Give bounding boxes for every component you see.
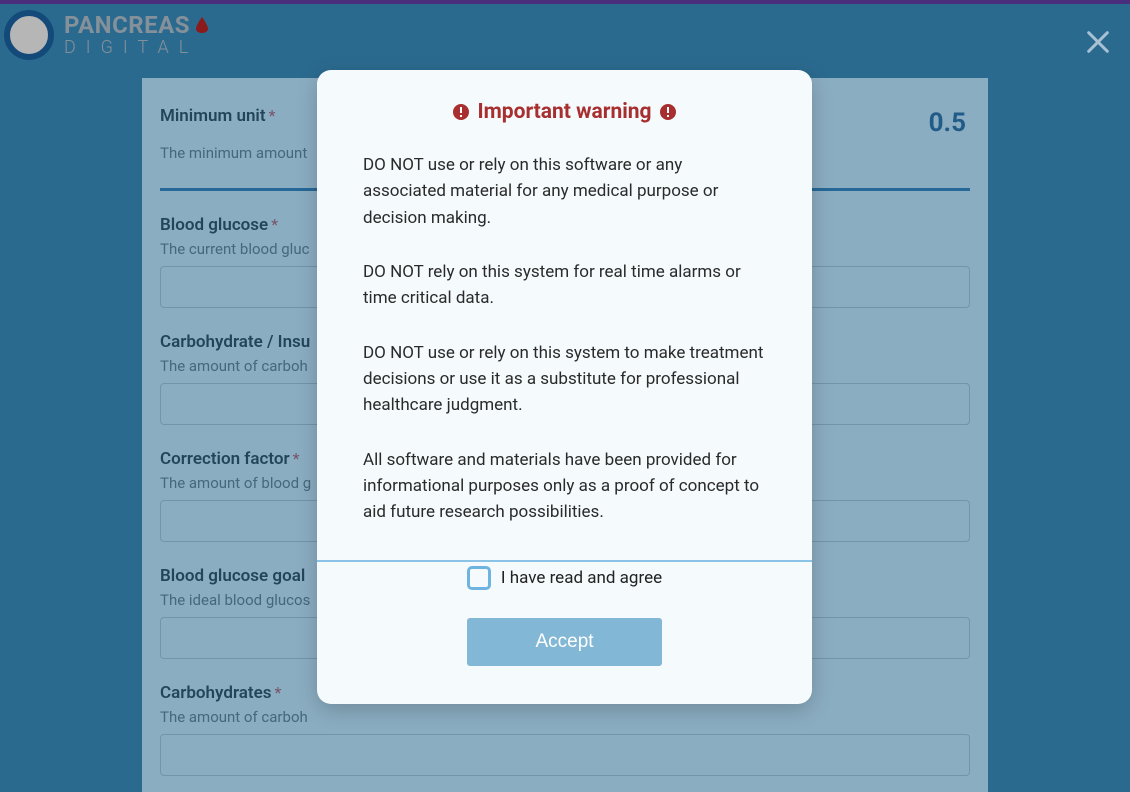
modal-paragraph: DO NOT rely on this system for real time…: [363, 259, 766, 312]
warning-modal: Important warning DO NOT use or rely on …: [317, 70, 812, 704]
blood-drop-icon: [196, 17, 208, 33]
modal-separator: [317, 560, 812, 562]
minimum-unit-value: 0.5: [929, 108, 966, 138]
modal-title: Important warning: [477, 100, 651, 124]
agree-checkbox[interactable]: [467, 566, 491, 590]
exclamation-icon: [660, 104, 676, 120]
blood-glucose-label: Blood glucose: [160, 215, 268, 235]
brand-name: PANCREAS: [64, 12, 190, 38]
exclamation-icon: [453, 104, 469, 120]
logo-icon: [4, 10, 54, 60]
carb-insulin-label: Carbohydrate / Insu: [160, 332, 310, 352]
modal-paragraph: All software and materials have been pro…: [363, 447, 766, 526]
close-button[interactable]: [1084, 28, 1112, 56]
required-marker: *: [275, 683, 282, 702]
correction-factor-label: Correction factor: [160, 449, 290, 469]
accept-button[interactable]: Accept: [467, 618, 661, 666]
brand-sub: DIGITAL: [64, 38, 208, 58]
app-header: PANCREAS DIGITAL: [4, 10, 208, 60]
required-marker: *: [269, 106, 276, 125]
modal-paragraph: DO NOT use or rely on this system to mak…: [363, 340, 766, 419]
carbohydrates-input[interactable]: [160, 734, 970, 776]
required-marker: *: [271, 215, 278, 234]
agree-label: I have read and agree: [501, 568, 662, 588]
top-accent-bar: [0, 0, 1130, 4]
modal-paragraph: DO NOT use or rely on this software or a…: [363, 152, 766, 231]
brand-block: PANCREAS DIGITAL: [64, 12, 208, 58]
agree-row: I have read and agree: [363, 566, 766, 590]
required-marker: *: [293, 449, 300, 468]
carbohydrates-label: Carbohydrates: [160, 683, 272, 703]
modal-body: DO NOT use or rely on this software or a…: [363, 152, 766, 526]
blood-glucose-goal-label: Blood glucose goal: [160, 566, 305, 586]
minimum-unit-label: Minimum unit: [160, 106, 266, 126]
close-icon: [1084, 28, 1112, 56]
carbohydrates-desc: The amount of carboh: [160, 708, 970, 726]
